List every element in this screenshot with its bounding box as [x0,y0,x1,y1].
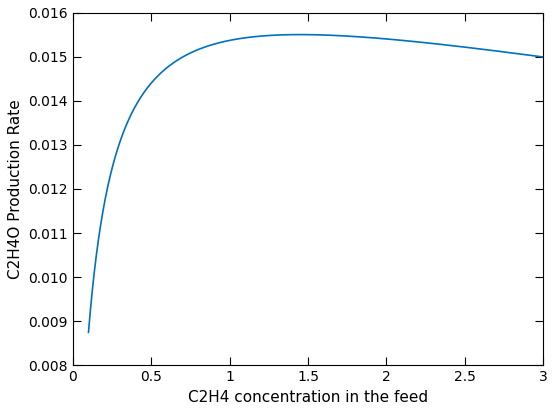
X-axis label: C2H4 concentration in the feed: C2H4 concentration in the feed [188,390,428,405]
Y-axis label: C2H4O Production Rate: C2H4O Production Rate [8,99,23,279]
